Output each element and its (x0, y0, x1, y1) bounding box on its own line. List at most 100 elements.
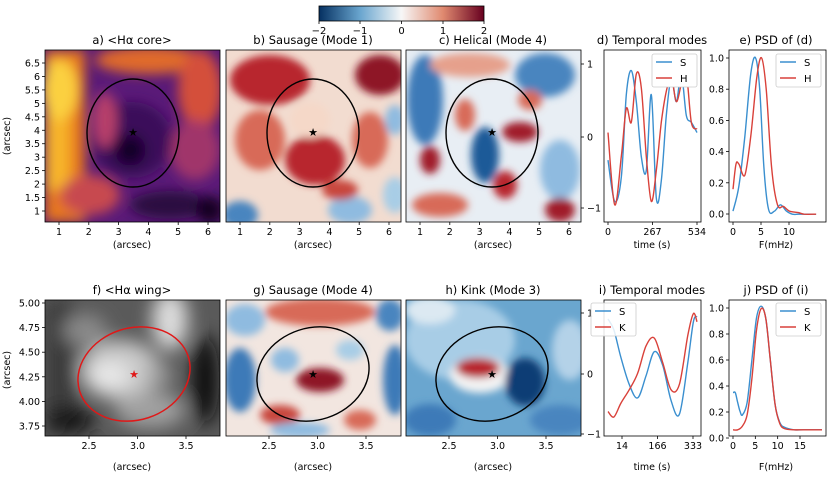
panel-e-ytick-label: 0.4 (709, 147, 724, 158)
panel-b-xtick-label: 5 (356, 227, 362, 238)
panel-c-xtick-label: 4 (506, 227, 512, 238)
panel-g: ★ g) Sausage (Mode 4) (arcsec) 2.5 3.0 3.5 (225, 283, 402, 473)
panel-a-xtick-label: 5 (175, 227, 181, 238)
panel-a-ytick-label: 1.5 (25, 193, 40, 204)
panel-e-ytick-label: 0.0 (709, 210, 724, 221)
panel-j-series-s (732, 305, 822, 431)
panel-e: e) PSD of (d) F(mHz) 0 5 10 0.0 0.2 0.4 0.6 0.… (709, 33, 827, 251)
panel-f-ytick-label: 4.00 (19, 397, 40, 408)
panel-a-image: ★ (45, 50, 220, 222)
panel-j: j) PSD of (i) F(mHz) 0 5 10 15 0.0 0.2 0.4 0.6… (709, 283, 827, 473)
panel-e-xtick-label: 0 (730, 227, 736, 238)
panel-c-xtick-label: 3 (477, 227, 483, 238)
panel-b-title: b) Sausage (Mode 1) (253, 33, 372, 47)
panel-f-ylabel: (arcsec) (2, 351, 13, 389)
panel-f-xlabel: (arcsec) (113, 462, 151, 473)
panel-a-ellipse (86, 78, 180, 188)
panel-i-title: i) Temporal modes (599, 283, 705, 297)
panel-a-ytick-label: 2 (34, 180, 40, 191)
panel-i-xtick-label: 14 (616, 441, 628, 452)
panel-j-xtick-label: 15 (794, 441, 806, 452)
panel-c-xtick-label: 6 (566, 227, 572, 238)
panel-e-legend-h: H (804, 74, 812, 85)
panel-a-ytick-label: 6 (34, 72, 40, 83)
panel-c-rtick-label: −1 (587, 204, 601, 215)
panel-i-xtick-label: 166 (648, 441, 666, 452)
panel-e-ytick-label: 1.0 (709, 54, 724, 65)
panel-a-ytick-label: 3.5 (25, 139, 40, 150)
panel-j-legend-s: S (804, 307, 810, 318)
panel-i-legend: S K (590, 302, 637, 337)
panel-a-xlabel: (arcsec) (113, 240, 151, 251)
panel-g-xtick-label: 3.5 (358, 441, 373, 452)
panel-j-title: j) PSD of (i) (743, 283, 809, 297)
panel-f: ★ f) <Hα wing> (arcsec) (arcsec) 2.5 3.0 3… (2, 283, 221, 473)
panel-e-legend-s: S (804, 58, 810, 69)
panel-c: ★ c) Helical (Mode 4) (arcsec) 1 2 3 4 5 6 1 0… (405, 33, 601, 251)
panel-f-ellipse (77, 326, 191, 422)
panel-e-xtick-label: 5 (758, 227, 764, 238)
panel-j-ytick-label: 1.0 (709, 304, 724, 315)
panel-j-xlabel: F(mHz) (759, 462, 793, 473)
panel-f-star: ★ (129, 368, 139, 381)
panel-j-ytick-label: 0.0 (709, 434, 724, 445)
panel-d: d) Temporal modes time (s) 0 267 534 S H (597, 33, 707, 251)
panel-a-xtick-label: 4 (145, 227, 151, 238)
panel-g-image: ★ (226, 300, 401, 436)
panel-d-series-s (607, 69, 698, 204)
panel-h-image: ★ (406, 300, 581, 436)
panel-i: i) Temporal modes time (s) 14 166 333 S K (590, 283, 705, 473)
panel-c-rtick-label: 1 (587, 60, 593, 71)
panel-a-xtick-label: 1 (56, 227, 62, 238)
panel-b-xtick-label: 3 (297, 227, 303, 238)
panel-e-title: e) PSD of (d) (740, 33, 813, 47)
colorbar-tick-4: 1 (440, 26, 446, 37)
panel-c-xtick-label: 2 (447, 227, 453, 238)
panel-c-title: c) Helical (Mode 4) (439, 33, 547, 47)
panel-j-series-k (732, 307, 822, 431)
panel-i-series-s (607, 315, 698, 417)
panel-h-ellipse (435, 326, 549, 422)
panel-d-xtick-label: 0 (605, 227, 611, 238)
panel-h-star: ★ (487, 368, 497, 381)
panel-d-title: d) Temporal modes (597, 33, 707, 47)
panel-e-legend: S H (775, 53, 822, 88)
panel-j-xtick-label: 0 (730, 441, 736, 452)
panel-h-xtick-label: 2.5 (441, 441, 456, 452)
colorbar-gradient (318, 5, 485, 22)
panel-a-xtick-label: 2 (86, 227, 92, 238)
panel-a-title: a) <Hα core> (92, 33, 171, 47)
panel-j-xtick-label: 10 (772, 441, 784, 452)
panel-e-series-s (732, 56, 817, 216)
panel-c-xtick-label: 5 (536, 227, 542, 238)
panel-d-xtick-label: 534 (688, 227, 706, 238)
panel-c-image: ★ (406, 50, 581, 222)
panel-a-ylabel: (arcsec) (2, 117, 13, 155)
panel-a-ytick-label: 2.5 (25, 166, 40, 177)
panel-c-star: ★ (487, 126, 497, 139)
panel-a-xtick-label: 6 (205, 227, 211, 238)
panel-d-legend-s: S (680, 58, 686, 69)
panel-j-ytick-label: 0.2 (709, 408, 724, 419)
panel-f-xtick-label: 3.5 (178, 441, 193, 452)
panel-i-legend-s: S (619, 307, 625, 318)
panel-b-xtick-label: 2 (267, 227, 273, 238)
panel-b: ★ b) Sausage (Mode 1) (arcsec) 1 2 3 4 5 6 (225, 33, 402, 251)
panel-e-xtick-label: 10 (783, 227, 795, 238)
colorbar: −2 −1 0 1 2 (312, 5, 487, 37)
panel-b-xlabel: (arcsec) (294, 240, 332, 251)
panel-a-ytick-label: 3 (34, 153, 40, 164)
panel-b-star: ★ (308, 126, 318, 139)
panel-i-xlabel: time (s) (634, 462, 671, 473)
panel-g-xtick-label: 2.5 (261, 441, 276, 452)
panel-b-xtick-label: 6 (386, 227, 392, 238)
panel-i-xtick-label: 333 (684, 441, 702, 452)
panel-b-image: ★ (226, 50, 401, 222)
panel-h-xtick-label: 3.5 (538, 441, 553, 452)
colorbar-tick-2: −1 (353, 26, 368, 37)
panel-i-legend-k: K (619, 323, 626, 334)
panel-g-xtick-label: 3.0 (310, 441, 325, 452)
panel-a-ytick-label: 1 (34, 207, 40, 218)
panel-h-rtick-label: −1 (587, 430, 601, 441)
